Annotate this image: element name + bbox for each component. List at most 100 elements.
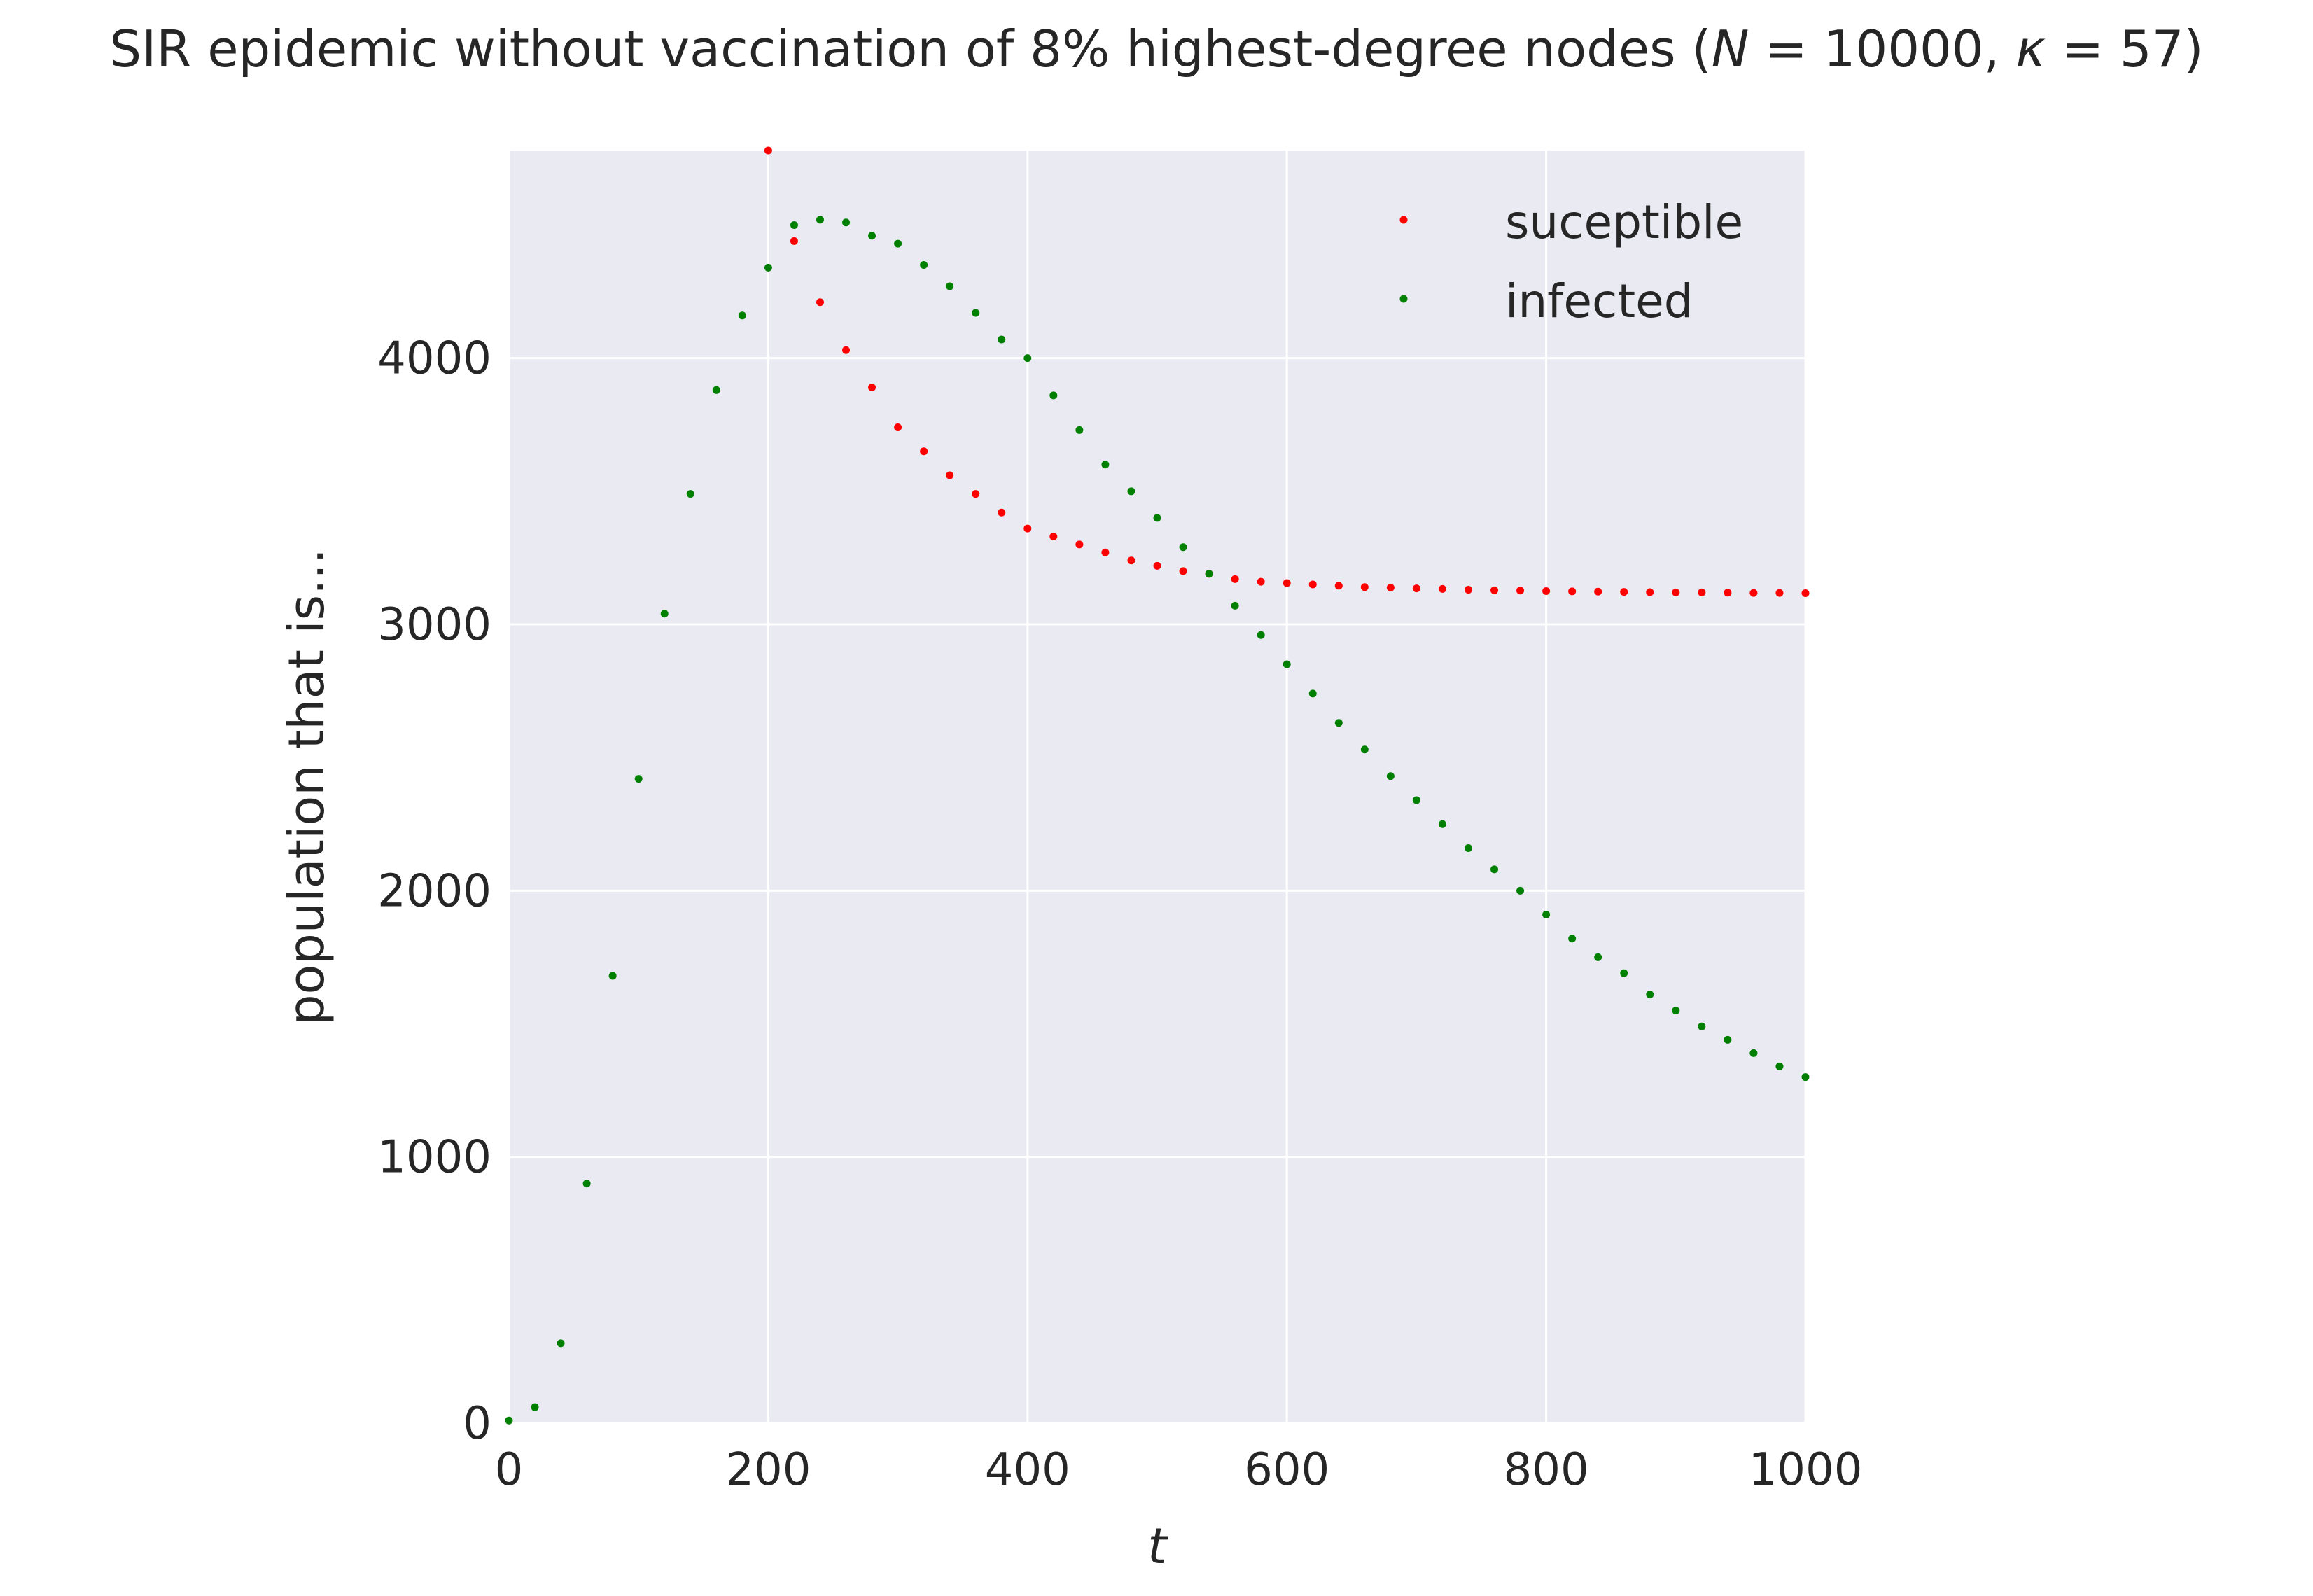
data-point bbox=[686, 490, 694, 498]
data-point bbox=[972, 309, 980, 317]
data-point bbox=[1490, 586, 1499, 594]
data-point bbox=[1075, 426, 1084, 434]
data-point bbox=[1205, 570, 1213, 578]
data-point bbox=[557, 1339, 565, 1348]
y-tick-label: 1000 bbox=[377, 1132, 491, 1184]
data-point bbox=[608, 972, 617, 980]
data-point bbox=[1283, 579, 1291, 587]
x-axis-label: t bbox=[1147, 1518, 1168, 1575]
data-point bbox=[868, 383, 876, 391]
x-tick-label: 0 bbox=[495, 1444, 524, 1496]
y-tick-label: 4000 bbox=[377, 333, 491, 385]
data-point bbox=[1257, 578, 1265, 586]
data-point bbox=[894, 424, 902, 432]
data-point bbox=[660, 610, 669, 618]
data-point bbox=[1542, 587, 1551, 595]
x-tick-label: 800 bbox=[1504, 1444, 1589, 1496]
data-point bbox=[1127, 556, 1135, 565]
data-point bbox=[1464, 586, 1472, 594]
data-point bbox=[1438, 820, 1446, 828]
data-point bbox=[1179, 567, 1187, 575]
x-tick-label: 400 bbox=[985, 1444, 1070, 1496]
data-point bbox=[1568, 934, 1577, 943]
data-points bbox=[505, 146, 1810, 1424]
data-point bbox=[1334, 582, 1343, 590]
data-point bbox=[582, 1180, 591, 1188]
data-point bbox=[764, 146, 772, 155]
title-math-n: N bbox=[1712, 20, 1749, 78]
data-point bbox=[816, 298, 824, 307]
legend-marker bbox=[1399, 216, 1408, 224]
y-tick-label: 2000 bbox=[377, 865, 491, 917]
data-point bbox=[1490, 865, 1499, 874]
legend-label: suceptible bbox=[1505, 195, 1743, 249]
data-point bbox=[1308, 690, 1317, 698]
plot-area bbox=[509, 150, 1805, 1423]
y-tick-label: 3000 bbox=[377, 599, 491, 651]
data-point bbox=[842, 218, 851, 227]
title-prefix: SIR epidemic without vaccination of 8% h… bbox=[109, 20, 1711, 78]
data-point bbox=[1075, 540, 1084, 549]
data-point bbox=[1049, 391, 1058, 400]
data-point bbox=[1360, 583, 1369, 592]
x-tick-label: 600 bbox=[1244, 1444, 1329, 1496]
data-point bbox=[868, 232, 876, 240]
legend-marker bbox=[1399, 295, 1408, 303]
data-point bbox=[1672, 1006, 1680, 1014]
data-point bbox=[1231, 601, 1239, 610]
data-point bbox=[738, 312, 746, 320]
data-point bbox=[1594, 587, 1602, 596]
data-point bbox=[842, 346, 851, 354]
data-point bbox=[1646, 588, 1654, 596]
data-point bbox=[1542, 911, 1551, 919]
x-tick-labels: 0 200 400 600 800 1000 bbox=[495, 1444, 1863, 1496]
data-point bbox=[1516, 886, 1525, 895]
data-point bbox=[946, 471, 954, 479]
data-point bbox=[1620, 588, 1628, 596]
data-point bbox=[1153, 514, 1161, 522]
y-tick-label: 0 bbox=[463, 1398, 491, 1450]
y-axis-label: population that is... bbox=[278, 548, 335, 1026]
y-tick-labels: 0 1000 2000 3000 4000 bbox=[377, 333, 491, 1450]
data-point bbox=[1386, 772, 1395, 780]
series-suceptible bbox=[764, 146, 1810, 597]
title-math-eq2: = 57) bbox=[2046, 20, 2204, 78]
data-point bbox=[1231, 575, 1239, 583]
data-point bbox=[816, 216, 824, 224]
data-point bbox=[1801, 589, 1810, 597]
data-point bbox=[1698, 1022, 1706, 1030]
data-point bbox=[1360, 746, 1369, 754]
data-point bbox=[1334, 719, 1343, 727]
data-point bbox=[1672, 588, 1680, 596]
data-point bbox=[894, 239, 902, 248]
data-point bbox=[764, 263, 772, 272]
data-point bbox=[1646, 990, 1654, 999]
data-point bbox=[1724, 589, 1732, 597]
x-tick-label: 200 bbox=[725, 1444, 811, 1496]
legend-label: infected bbox=[1505, 274, 1693, 328]
data-point bbox=[920, 261, 928, 270]
data-point bbox=[1568, 587, 1577, 596]
data-point bbox=[790, 220, 798, 229]
data-point bbox=[1724, 1035, 1732, 1044]
data-point bbox=[1594, 953, 1602, 961]
data-point bbox=[998, 335, 1006, 344]
data-point bbox=[634, 775, 643, 783]
data-point bbox=[972, 490, 980, 498]
title-math-kappa: κ bbox=[2015, 20, 2046, 78]
x-tick-label: 1000 bbox=[1749, 1444, 1863, 1496]
data-point bbox=[790, 237, 798, 245]
data-point bbox=[1101, 461, 1110, 469]
data-point bbox=[1516, 587, 1525, 595]
data-point bbox=[1308, 580, 1317, 589]
data-point bbox=[505, 1416, 513, 1424]
data-point bbox=[1023, 354, 1032, 363]
data-point bbox=[1049, 532, 1058, 540]
data-point bbox=[531, 1403, 539, 1411]
chart-title: SIR epidemic without vaccination of 8% h… bbox=[109, 20, 2203, 78]
data-point bbox=[1101, 548, 1110, 556]
data-point bbox=[1386, 584, 1395, 592]
data-point bbox=[1775, 1062, 1784, 1070]
data-point bbox=[1749, 589, 1758, 597]
